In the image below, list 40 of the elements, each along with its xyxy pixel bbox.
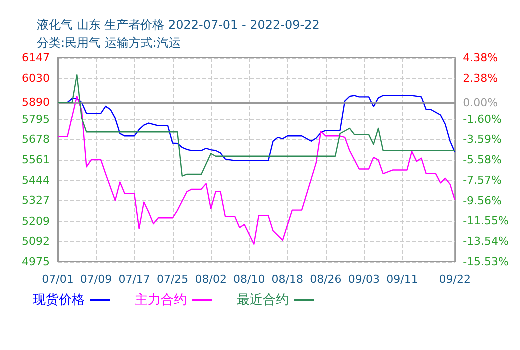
x-tick-label: 08/02 [195, 273, 227, 286]
legend-label: 主力合约 [135, 292, 187, 308]
y-tick-label: 5092 [22, 235, 50, 248]
x-tick-label: 09/03 [348, 273, 380, 286]
y-tick-label: 5561 [22, 154, 50, 166]
y-tick-label: 6147 [22, 52, 50, 64]
x-tick-label: 09/11 [386, 273, 418, 286]
y2-tick-label: -5.58% [463, 154, 502, 167]
y2-tick-label: 0.00% [463, 96, 498, 110]
chart-title: 液化气 山东 生产者价格 2022-07-01 - 2022-09-22 [37, 18, 320, 32]
y2-tick-label: -9.56% [463, 194, 502, 208]
y2-tick-label: -7.57% [463, 174, 502, 187]
y-tick-label: 5678 [22, 133, 50, 146]
y-tick-label: 6030 [22, 72, 50, 85]
x-tick-label: 08/26 [310, 273, 342, 286]
x-tick-label: 07/17 [118, 273, 150, 286]
y2-tick-label: -1.60% [463, 112, 502, 126]
x-tick-label: 07/01 [42, 273, 74, 286]
y-tick-label: 5795 [22, 112, 50, 126]
y2-tick-label: -13.54% [463, 235, 510, 248]
y-tick-label: 4975 [22, 256, 50, 268]
y-tick-label: 5327 [22, 194, 50, 208]
x-tick-label: 09/22 [439, 273, 471, 286]
x-tick-label: 08/10 [234, 273, 266, 286]
y-tick-label: 5444 [22, 174, 50, 187]
y-tick-label: 5890 [22, 96, 50, 110]
y-tick-label: 5209 [22, 214, 50, 228]
y2-tick-label: 4.38% [463, 52, 498, 64]
line-series [57, 74, 456, 177]
y2-tick-label: -3.59% [463, 133, 502, 146]
line-series [57, 96, 456, 246]
legend-label: 现货价格 [33, 293, 85, 308]
legend-label: 最近合约 [237, 293, 289, 308]
y2-tick-label: -11.55% [463, 214, 510, 228]
x-tick-label: 07/25 [156, 273, 189, 286]
y2-tick-label: -15.53% [463, 256, 510, 268]
chart-subtitle: 分类:民用气 运输方式:汽运 [37, 36, 181, 50]
x-tick-label: 08/18 [272, 273, 304, 286]
x-tick-label: 07/09 [80, 273, 112, 286]
y2-tick-label: 2.38% [463, 72, 498, 85]
